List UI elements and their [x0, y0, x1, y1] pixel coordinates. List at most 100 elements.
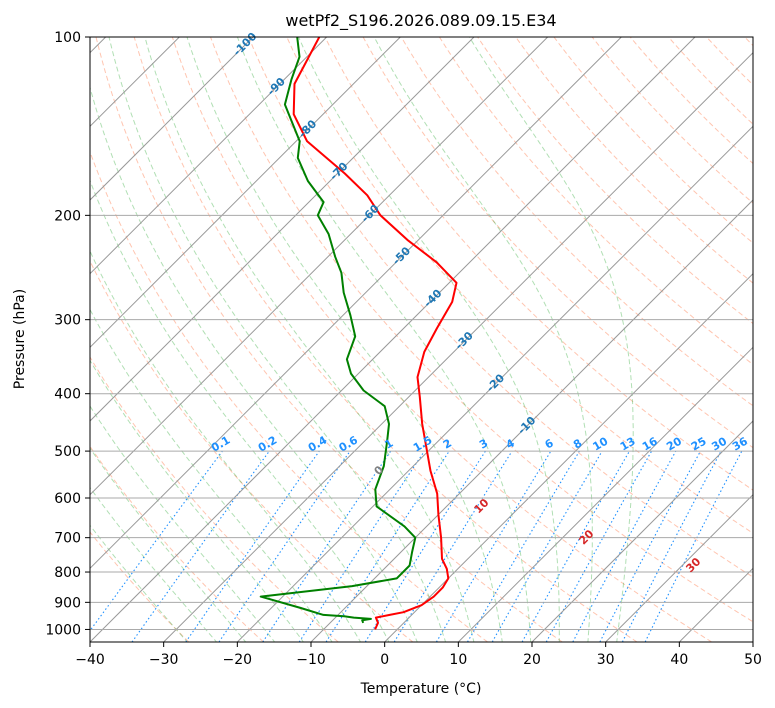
dry-adiabat-line: [90, 150, 488, 642]
y-tick-label: 1000: [45, 622, 81, 638]
dry-adiabat-line: [591, 37, 753, 204]
moist-adiabat-line: [144, 37, 475, 642]
y-axis-label: Pressure (hPa): [12, 289, 28, 389]
x-tick-label: 10: [449, 652, 467, 668]
x-tick-label: 20: [523, 652, 541, 668]
dry-adiabat-line: [210, 37, 753, 623]
moist-adiabat-line: [468, 37, 634, 642]
isotherm-line: [384, 272, 753, 642]
dry-adiabat-line: [400, 37, 753, 407]
isotherm-line: [90, 37, 549, 496]
moist-adiabat-line: [298, 37, 560, 642]
dry-adiabat-line: [95, 37, 563, 642]
mixing-ratio-line: [599, 450, 701, 642]
dry-adiabat-line: [706, 37, 753, 86]
dry-adiabat-line: [133, 37, 638, 642]
dry-adiabat-line: [515, 37, 753, 284]
mixing-ratio-line: [298, 450, 425, 642]
sounding-traces: [259, 37, 458, 630]
mixing-ratio-line: [131, 450, 270, 642]
dewpoint-trace: [259, 37, 417, 624]
moist-adiabat-line: [186, 37, 503, 642]
mixing-ratio-line: [467, 450, 580, 642]
isotherm-line: [90, 37, 622, 570]
moist-adiabat-line: [90, 405, 276, 642]
axis-ticks: −40 −30 −20 −10 0 10 20 30 40 50 100 200 300 400 500 60…: [45, 30, 762, 668]
y-tick-label: 800: [54, 565, 81, 581]
dry-adiabat-line: [324, 37, 753, 491]
mixing-ratio-label: 1: [382, 437, 395, 452]
dry-adiabat-label: 20: [576, 527, 596, 547]
isotherm-line: [752, 641, 753, 642]
mixing-ratio-line: [90, 450, 223, 632]
x-tick-label: −10: [296, 652, 326, 668]
mixing-ratio-label: 2: [441, 437, 454, 452]
moist-adiabat-line: [90, 486, 218, 642]
mixing-ratio-line: [621, 450, 722, 642]
y-tick-label: 500: [54, 444, 81, 460]
y-tick-label: 700: [54, 531, 81, 547]
mixing-ratio-label: 3: [477, 437, 490, 452]
dry-adiabat-line: [171, 37, 712, 642]
y-tick-label: 300: [54, 313, 81, 329]
dry-adiabat-line: [744, 37, 753, 47]
y-tick-label: 200: [54, 208, 81, 224]
moist-adiabat-line: [373, 37, 593, 642]
mixing-ratio-label: 6: [543, 436, 556, 451]
background-grid: [90, 37, 753, 642]
dry-adiabat-line: [90, 356, 339, 642]
moist-adiabat-line: [90, 447, 247, 642]
dry-adiabat-line: [90, 531, 190, 642]
isotherm-line: [90, 37, 328, 275]
isotherm-line: [605, 493, 753, 642]
chart-title: wetPf2_S196.2026.089.09.15.E34: [285, 11, 556, 31]
mixing-ratio-label: 4: [504, 436, 517, 451]
x-axis-label: Temperature (°C): [360, 681, 482, 697]
moist-adiabat-line: [90, 524, 188, 642]
moist-adiabat-line: [90, 308, 333, 642]
moist-adiabat-line: [90, 249, 362, 642]
y-tick-label: 100: [54, 30, 81, 46]
mixing-ratio-line: [644, 450, 743, 642]
plot-frame: [89, 36, 754, 643]
isotherm-line: [310, 199, 753, 642]
isotherm-line: [90, 37, 475, 422]
mixing-ratio-line: [393, 450, 513, 642]
dry-adiabat-line: [90, 445, 264, 642]
dry-adiabat-line: [438, 37, 753, 366]
isotherm-line: [457, 346, 753, 642]
dry-adiabat-line: [553, 37, 753, 244]
moist-adiabat-line: [90, 179, 390, 642]
isotherm-line: [90, 37, 254, 201]
x-tick-label: −20: [223, 652, 253, 668]
isotherm-line: [90, 37, 696, 642]
mixing-ratio-line: [185, 450, 320, 642]
x-tick-label: −30: [149, 652, 179, 668]
moist-adiabat-line: [90, 359, 305, 642]
dry-adiabat-line: [668, 37, 753, 125]
dry-adiabat-line: [248, 37, 753, 578]
x-tick-label: −40: [75, 652, 105, 668]
moist-adiabat-line: [236, 37, 532, 642]
isotherm-label: -100: [231, 30, 260, 59]
temperature-trace: [292, 37, 458, 630]
dry-adiabat-label: 10: [471, 496, 491, 516]
y-tick-label: 400: [54, 387, 81, 403]
mixing-ratio-line: [572, 450, 677, 642]
y-tick-label: 900: [54, 595, 81, 611]
x-tick-label: 30: [597, 652, 615, 668]
moist-adiabat-line: [108, 37, 447, 642]
y-tick-label: 600: [54, 491, 81, 507]
mixing-ratio-line: [262, 450, 392, 642]
isotherm-line: [236, 125, 753, 642]
mixing-ratio-line: [521, 450, 630, 642]
isotherm-line: [531, 420, 753, 642]
dry-adiabat-line: [362, 37, 753, 449]
isotherm-line: [163, 51, 753, 642]
mixing-ratio-line: [325, 450, 450, 642]
x-tick-label: 50: [744, 652, 762, 668]
mixing-ratio-line: [218, 450, 351, 642]
mixing-ratio-line: [545, 450, 653, 642]
x-tick-label: 40: [670, 652, 688, 668]
